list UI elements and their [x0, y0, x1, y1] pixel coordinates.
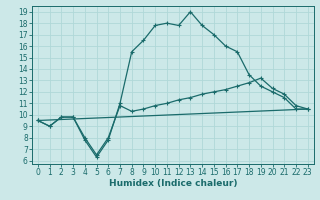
X-axis label: Humidex (Indice chaleur): Humidex (Indice chaleur) [108, 179, 237, 188]
